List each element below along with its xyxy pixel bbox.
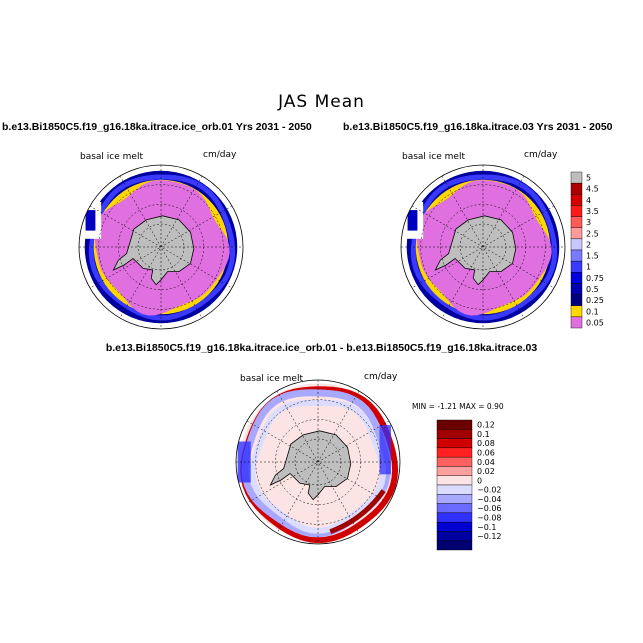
diff-units-label: cm/day	[364, 372, 398, 382]
diff-colorbar-swatch-6	[436, 475, 473, 486]
top-colorbar-tick-label-12: 0.1	[586, 307, 599, 316]
diff-colorbar-tick-label-1: 0.1	[477, 430, 490, 439]
diff-meridian-150	[246, 420, 390, 504]
diff-colorbar-swatch-4	[436, 456, 473, 467]
top-colorbar-tick-label-9: 0.75	[586, 274, 604, 283]
top-colorbar-tick-label-1: 4.5	[586, 185, 599, 194]
diff-colorbar-tick-label-10: −0.08	[477, 514, 502, 523]
left-variable-label: basal ice melt	[80, 152, 143, 162]
diff-colorbar-swatch-7	[436, 484, 473, 495]
diff-colorbar-tick-label-4: 0.04	[477, 458, 495, 467]
left-panel-title: b.e13.Bi1850C5.f19_g16.18ka.itrace.ice_o…	[2, 121, 312, 133]
diff-colorbar-swatch-13	[436, 540, 473, 551]
top-colorbar-swatch-13	[570, 316, 583, 329]
diff-colorbar-tick-label-7: −0.02	[477, 486, 502, 495]
top-colorbar-tick-label-11: 0.25	[586, 296, 604, 305]
diff-diff-south-pos	[329, 489, 386, 535]
diff-map-border	[235, 379, 401, 545]
diff-colorbar-swatch-9	[436, 503, 473, 514]
figure-title: JAS Mean	[278, 92, 365, 112]
diff-colorbar-swatch-1	[436, 429, 473, 439]
diff-colorbar-swatch-8	[436, 494, 473, 504]
right-meridian-150	[411, 205, 555, 289]
diff-colorbar-tick-label-5: 0.02	[477, 467, 495, 476]
top-colorbar-tick-label-2: 4	[586, 196, 591, 205]
diff-min-max-stats: MIN = -1.21 MAX = 0.90	[412, 402, 504, 411]
top-colorbar-tick-label-4: 3	[586, 218, 591, 227]
diff-colorbar-tick-label-3: 0.06	[477, 449, 495, 458]
left-map-field	[79, 165, 243, 329]
right-units-label: cm/day	[524, 150, 558, 160]
top-colorbar-tick-label-7: 1.5	[586, 252, 599, 261]
right-antarctica	[434, 215, 517, 286]
diff-colorbar-tick-label-12: −0.12	[477, 532, 502, 541]
top-colorbar-tick-label-8: 1	[586, 263, 591, 272]
left-map-border	[78, 164, 244, 330]
top-colorbar-tick-label-3: 3.5	[586, 207, 599, 216]
diff-map-field	[236, 380, 400, 544]
diff-colorbar-swatch-5	[436, 466, 473, 476]
diff-colorbar-swatch-0	[436, 419, 473, 430]
diff-colorbar-tick-label-8: −0.04	[477, 495, 502, 504]
top-colorbar-tick-label-0: 5	[586, 174, 591, 183]
left-peninsula-melt	[85, 210, 96, 231]
diff-colorbar-tick-label-11: −0.1	[477, 523, 496, 532]
top-colorbar-tick-label-6: 2	[586, 240, 591, 249]
top-colorbar-tick-label-13: 0.05	[586, 318, 604, 327]
diff-antarctica	[269, 430, 352, 501]
right-panel-title: b.e13.Bi1850C5.f19_g16.18ka.itrace.03 Yr…	[343, 121, 613, 133]
right-map-border	[400, 164, 566, 330]
diff-colorbar-tick-label-9: −0.06	[477, 504, 502, 513]
diff-colorbar-swatch-2	[436, 438, 473, 449]
diff-colorbar-swatch-12	[436, 531, 473, 541]
top-colorbar-tick-label-10: 0.5	[586, 285, 599, 294]
diff-colorbar-swatch-11	[436, 521, 473, 532]
diff-colorbar-swatch-3	[436, 447, 473, 458]
diff-panel-title: b.e13.Bi1850C5.f19_g16.18ka.itrace.ice_o…	[105, 342, 538, 354]
right-map-field	[401, 165, 565, 329]
diff-colorbar-tick-label-6: 0	[477, 476, 482, 485]
diff-colorbar-swatch-10	[436, 512, 473, 523]
diff-variable-label: basal ice melt	[240, 374, 303, 384]
diff-colorbar-tick-label-0: 0.12	[477, 421, 495, 430]
right-peninsula-melt	[407, 210, 418, 231]
left-units-label: cm/day	[203, 150, 237, 160]
right-variable-label: basal ice melt	[402, 152, 465, 162]
left-antarctica	[112, 215, 195, 286]
top-colorbar-tick-label-5: 2.5	[586, 229, 599, 238]
diff-diff-east-neg	[379, 425, 391, 475]
left-meridian-150	[89, 205, 233, 289]
diff-colorbar-tick-label-2: 0.08	[477, 439, 495, 448]
